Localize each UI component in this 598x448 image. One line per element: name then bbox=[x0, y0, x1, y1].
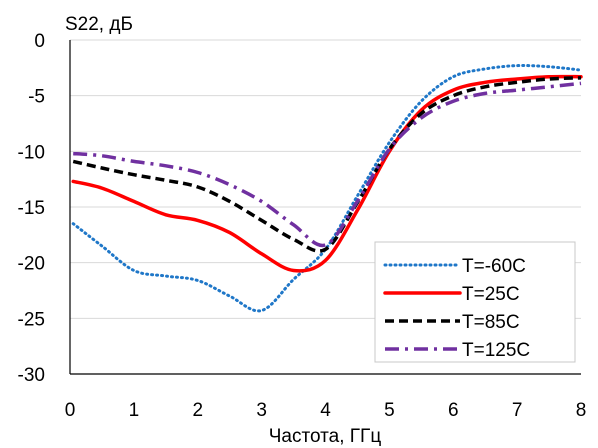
x-tick-label: 1 bbox=[129, 400, 140, 421]
y-tick-label: 0 bbox=[34, 31, 45, 52]
axes bbox=[69, 40, 581, 375]
legend-box bbox=[374, 241, 576, 363]
y-tick-label: -10 bbox=[18, 142, 45, 163]
legend-label-3: T=85C bbox=[462, 312, 520, 333]
y-tick-label: -15 bbox=[18, 198, 45, 219]
legend-label-1: T=-60C bbox=[462, 256, 526, 277]
y-tick-label: -25 bbox=[18, 309, 45, 330]
y-axis-title: S22, дБ bbox=[65, 14, 133, 35]
x-tick-label: 6 bbox=[448, 400, 459, 421]
legend-label-4: T=125C bbox=[462, 340, 530, 361]
y-tick-label: -20 bbox=[18, 254, 45, 275]
series-line-2 bbox=[71, 74, 583, 273]
x-tick-label: 2 bbox=[192, 400, 203, 421]
legend-label-2: T=25C bbox=[462, 284, 520, 305]
x-tick-label: 3 bbox=[256, 400, 267, 421]
series-lines bbox=[71, 64, 583, 313]
x-tick-label: 8 bbox=[576, 400, 587, 421]
x-tick-label: 7 bbox=[512, 400, 523, 421]
tick-labels: 0 -5 -10 -15 -20 -25 -30 0 1 2 3 4 5 6 7 8 bbox=[18, 31, 587, 421]
x-axis-title: Частота, ГГц bbox=[269, 426, 382, 447]
series-line-3 bbox=[72, 76, 582, 253]
y-tick-label: -5 bbox=[28, 87, 45, 108]
y-tick-label: -30 bbox=[18, 365, 45, 386]
x-tick-label: 5 bbox=[384, 400, 395, 421]
x-tick-label: 4 bbox=[320, 400, 331, 421]
legend: T=-60C T=25C T=85C T=125C bbox=[374, 241, 576, 363]
x-tick-label: 0 bbox=[65, 400, 76, 421]
series-line-4 bbox=[73, 81, 582, 248]
